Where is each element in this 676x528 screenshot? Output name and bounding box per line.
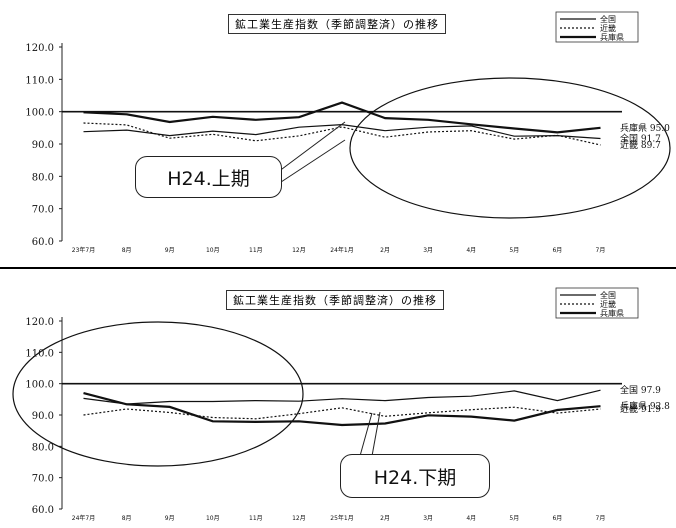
chart-panel-second-half: 120.0 110.0 100.0 90.0 80.0 70.0 60.0 24年7月 8月 9月…	[0, 278, 676, 528]
x-tick-label: 25年1月	[330, 514, 353, 522]
y-tick-label: 70.0	[32, 205, 54, 216]
y-tick-label: 120.0	[25, 317, 54, 328]
divider	[0, 267, 676, 269]
legend-label: 兵庫県	[600, 308, 624, 318]
x-tick-label: 24年1月	[330, 246, 353, 254]
series-line-兵庫県	[83, 392, 601, 427]
y-tick-label: 80.0	[32, 172, 54, 183]
x-tick-label: 7月	[596, 515, 606, 522]
legend-label: 全国	[600, 290, 616, 300]
y-tick-label: 110.0	[25, 75, 54, 86]
x-tick-label: 7月	[596, 247, 606, 254]
legend-label: 兵庫県	[600, 32, 624, 42]
x-tick-label: 2月	[380, 515, 390, 522]
period-callout: H24.下期	[340, 454, 490, 498]
x-tick-label: 3月	[423, 247, 433, 254]
x-tick-label: 12月	[292, 515, 306, 522]
x-tick-label: 5月	[509, 247, 519, 254]
series-end-label: 兵庫県 92.8	[620, 400, 670, 412]
x-tick-label: 8月	[122, 515, 132, 522]
series-line-近畿	[83, 122, 601, 146]
y-tick-label: 60.0	[32, 505, 54, 516]
callout-pointer	[277, 121, 346, 173]
series-line-全国	[83, 389, 601, 405]
highlight-ellipse	[349, 77, 671, 219]
y-tick-label: 100.0	[25, 380, 54, 391]
y-tick-label: 90.0	[32, 140, 54, 151]
series-end-label: 全国 91.7	[620, 133, 661, 145]
y-tick-label: 80.0	[32, 442, 54, 453]
x-tick-label: 11月	[249, 515, 263, 522]
series-line-兵庫県	[83, 101, 601, 134]
y-tick-label: 70.0	[32, 474, 54, 485]
highlight-ellipse	[12, 321, 304, 467]
y-tick-label: 90.0	[32, 411, 54, 422]
x-tick-label: 6月	[552, 247, 562, 254]
series-end-label: 兵庫県 95.0	[620, 122, 670, 134]
series-end-label: 全国 97.9	[620, 384, 661, 396]
legend-box	[555, 287, 639, 319]
callout-pointer	[371, 411, 381, 457]
x-tick-label: 6月	[552, 515, 562, 522]
x-tick-label: 2月	[380, 247, 390, 254]
x-tick-label: 10月	[206, 515, 220, 522]
chart-panel-first-half: 120.0 110.0 100.0 90.0 80.0 70.0 60.0 23年7月 8月 9月…	[0, 0, 676, 262]
x-tick-label: 23年7月	[72, 246, 95, 254]
y-tick-label: 110.0	[25, 348, 54, 359]
x-tick-label: 4月	[466, 247, 476, 254]
x-tick-label: 11月	[249, 247, 263, 254]
y-tick-label: 60.0	[32, 237, 54, 248]
x-tick-label: 8月	[122, 247, 132, 254]
series-end-label: 近畿 91.9	[620, 403, 661, 415]
x-tick-label: 3月	[423, 515, 433, 522]
legend-label: 近畿	[600, 23, 616, 33]
series-line-全国	[83, 123, 601, 140]
y-tick-label: 100.0	[25, 108, 54, 119]
series-end-label: 近畿 89.7	[620, 139, 661, 151]
callout-pointer	[277, 139, 346, 185]
x-tick-label: 24年7月	[72, 514, 95, 522]
chart-title: 鉱工業生産指数（季節調整済）の推移	[226, 290, 444, 310]
x-tick-label: 12月	[292, 247, 306, 254]
chart-title: 鉱工業生産指数（季節調整済）の推移	[228, 14, 446, 34]
x-tick-label: 9月	[165, 247, 175, 254]
series-line-近畿	[83, 406, 601, 420]
x-tick-label: 5月	[509, 515, 519, 522]
legend-label: 全国	[600, 14, 616, 24]
x-tick-label: 9月	[165, 515, 175, 522]
line-chart-first-half: 120.0 110.0 100.0 90.0 80.0 70.0 60.0 23年7月 8月 9月…	[25, 11, 671, 254]
y-tick-label: 120.0	[25, 43, 54, 54]
period-callout: H24.上期	[135, 156, 282, 198]
x-tick-label: 4月	[466, 515, 476, 522]
line-chart-second-half: 120.0 110.0 100.0 90.0 80.0 70.0 60.0 24年7月 8月 9月…	[12, 287, 670, 522]
callout-pointer	[359, 412, 373, 457]
legend-label: 近畿	[600, 299, 616, 309]
x-tick-label: 10月	[206, 247, 220, 254]
